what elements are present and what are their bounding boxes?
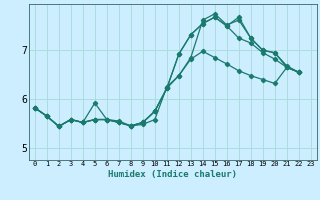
X-axis label: Humidex (Indice chaleur): Humidex (Indice chaleur) bbox=[108, 170, 237, 179]
